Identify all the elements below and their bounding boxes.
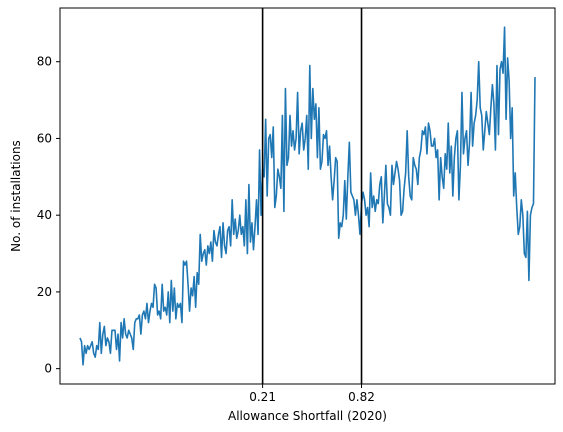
y-tick-label: 0 [44,362,52,376]
axes-frame [59,7,556,385]
series-line [79,26,536,366]
x-axis: 0.21 0.82 [249,384,375,404]
y-tick-label: 40 [37,208,52,222]
y-tick-label: 20 [37,285,52,299]
x-axis-label: Allowance Shortfall (2020) [228,409,387,423]
y-axis-label: No. of installations [9,140,23,252]
y-axis: 0 20 40 60 80 [37,55,60,376]
x-tick-label: 0.82 [348,390,375,404]
y-tick-label: 80 [37,55,52,69]
plot-area [79,8,536,384]
y-tick-label: 60 [37,131,52,145]
x-tick-label: 0.21 [249,390,276,404]
